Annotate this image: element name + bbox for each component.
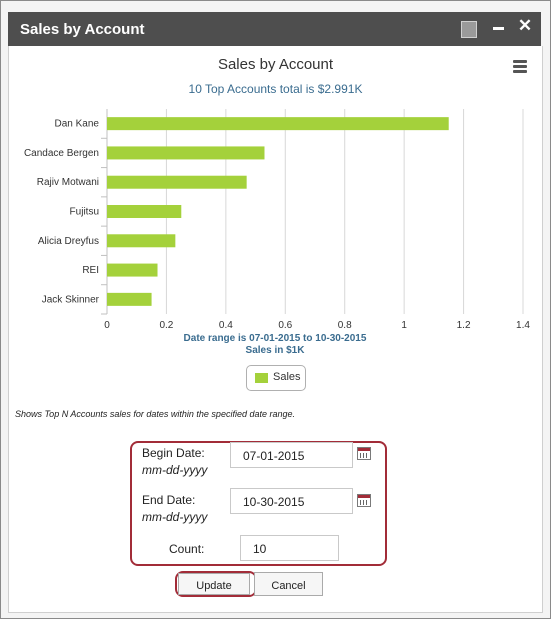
legend-label: Sales [273, 371, 301, 383]
count-label: Count: [169, 542, 205, 556]
bar-chart: 0 0.2 0.4 0.6 0.8 1 1.2 1.4 Dan Kane Candace Berg… [24, 109, 530, 356]
bar [107, 292, 152, 306]
x-tick-label: 0.4 [219, 320, 233, 331]
bar [107, 263, 158, 277]
category-label: Rajiv Motwani [37, 177, 99, 188]
chart-title: Sales by Account [217, 56, 334, 73]
count-input[interactable]: 10 [240, 535, 339, 561]
chart-legend[interactable]: Sales [246, 365, 306, 391]
x-tick-label: 0.2 [159, 320, 173, 331]
x-tick-label: 0 [104, 320, 110, 331]
bar [107, 205, 182, 218]
legend-swatch [255, 373, 268, 383]
category-label: Alicia Dreyfus [38, 236, 99, 247]
category-label: Dan Kane [55, 119, 100, 130]
end-date-label: End Date: [142, 493, 196, 507]
bar [107, 234, 176, 248]
chart-subtitle: 10 Top Accounts total is $2.991K [188, 82, 363, 96]
maximize-icon[interactable] [461, 21, 477, 38]
begin-date-label: Begin Date: [142, 446, 205, 460]
calendar-icon[interactable] [357, 494, 371, 507]
hamburger-menu-icon[interactable] [513, 60, 527, 73]
category-label: Jack Skinner [42, 294, 100, 305]
x-tick-label: 1 [401, 320, 407, 331]
end-date-hint: mm-dd-yyyy [142, 510, 208, 524]
x-tick-label: 0.6 [278, 320, 292, 331]
window-title: Sales by Account [20, 21, 145, 38]
bar [107, 117, 449, 131]
update-button[interactable]: Update [178, 573, 250, 595]
bar [107, 146, 265, 160]
begin-date-hint: mm-dd-yyyy [142, 463, 208, 477]
x-tick-label: 0.8 [338, 320, 352, 331]
bar [107, 175, 247, 189]
x-tick-label: 1.4 [516, 320, 530, 331]
cancel-button[interactable]: Cancel [254, 572, 323, 596]
begin-date-input[interactable]: 07-01-2015 [230, 442, 353, 468]
minimize-icon[interactable] [492, 20, 506, 36]
category-label: REI [82, 265, 99, 276]
category-label: Candace Bergen [24, 148, 99, 159]
x-tick-label: 1.2 [457, 320, 471, 331]
calendar-icon[interactable] [357, 447, 371, 460]
end-date-input[interactable]: 10-30-2015 [230, 488, 353, 514]
title-bar[interactable]: Sales by Account ✕ [8, 12, 541, 46]
x-axis-label: Date range is 07-01-2015 to 10-30-2015 [184, 333, 367, 344]
close-icon[interactable]: ✕ [517, 16, 533, 35]
help-note: Shows Top N Accounts sales for dates wit… [15, 409, 295, 419]
x-axis-unit-label: Sales in $1K [246, 345, 306, 356]
category-label: Fujitsu [70, 207, 99, 218]
dialog-content: Sales by Account 10 Top Accounts total i… [8, 46, 543, 613]
